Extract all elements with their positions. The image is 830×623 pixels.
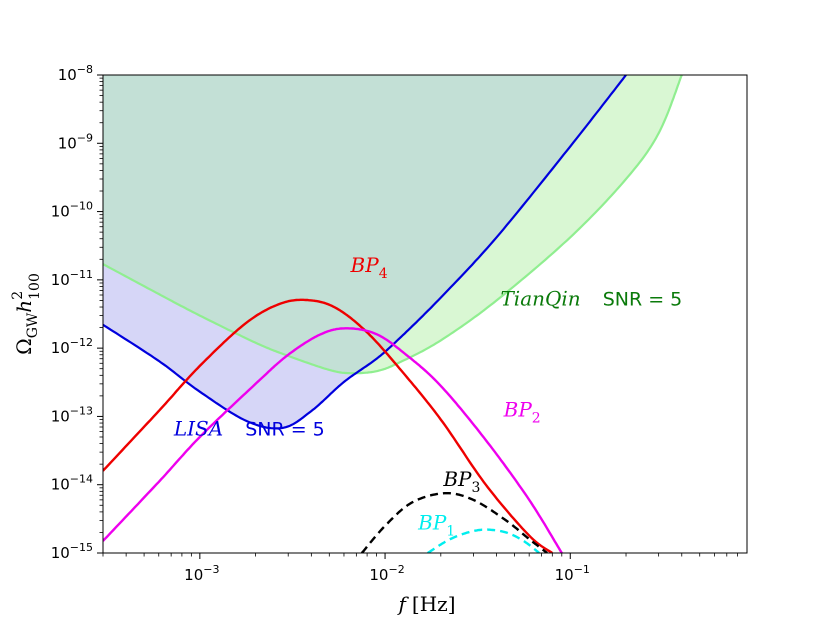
tianqin-sensitivity-curve bbox=[103, 75, 683, 375]
bp4-spectrum-line bbox=[103, 298, 553, 553]
y-tick-label: 10−14 bbox=[51, 473, 93, 494]
y-tick-label: 10−13 bbox=[51, 404, 93, 425]
y-tick-label: 10−15 bbox=[51, 541, 93, 562]
bp4-label: BP4 bbox=[350, 253, 388, 282]
x-tick-label: 10−2 bbox=[369, 563, 404, 584]
bp2-spectrum-line bbox=[103, 327, 563, 553]
lisa-sensitivity-curve bbox=[103, 75, 627, 430]
bp1-label: BP1 bbox=[417, 511, 455, 540]
bp3-label: BP3 bbox=[442, 467, 480, 496]
y-tick-label: 10−9 bbox=[58, 131, 93, 152]
plot-frame bbox=[102, 74, 748, 554]
y-tick-label: 10−8 bbox=[58, 63, 93, 84]
y-tick-label: 10−11 bbox=[51, 268, 93, 289]
y-tick-label: 10−12 bbox=[51, 336, 93, 357]
y-axis-title: ΩGWh2100 bbox=[10, 273, 43, 355]
x-tick-label: 10−3 bbox=[184, 563, 219, 584]
y-tick-label: 10−10 bbox=[51, 200, 93, 221]
bp3-spectrum-line bbox=[360, 492, 548, 553]
tianqin-label: TianQin SNR = 5 bbox=[500, 287, 682, 311]
x-tick-label: 10−1 bbox=[555, 563, 590, 584]
bp2-label: BP2 bbox=[503, 397, 541, 426]
lisa-label: LISA SNR = 5 bbox=[173, 416, 325, 440]
x-axis-title: f [Hz] bbox=[397, 592, 456, 616]
